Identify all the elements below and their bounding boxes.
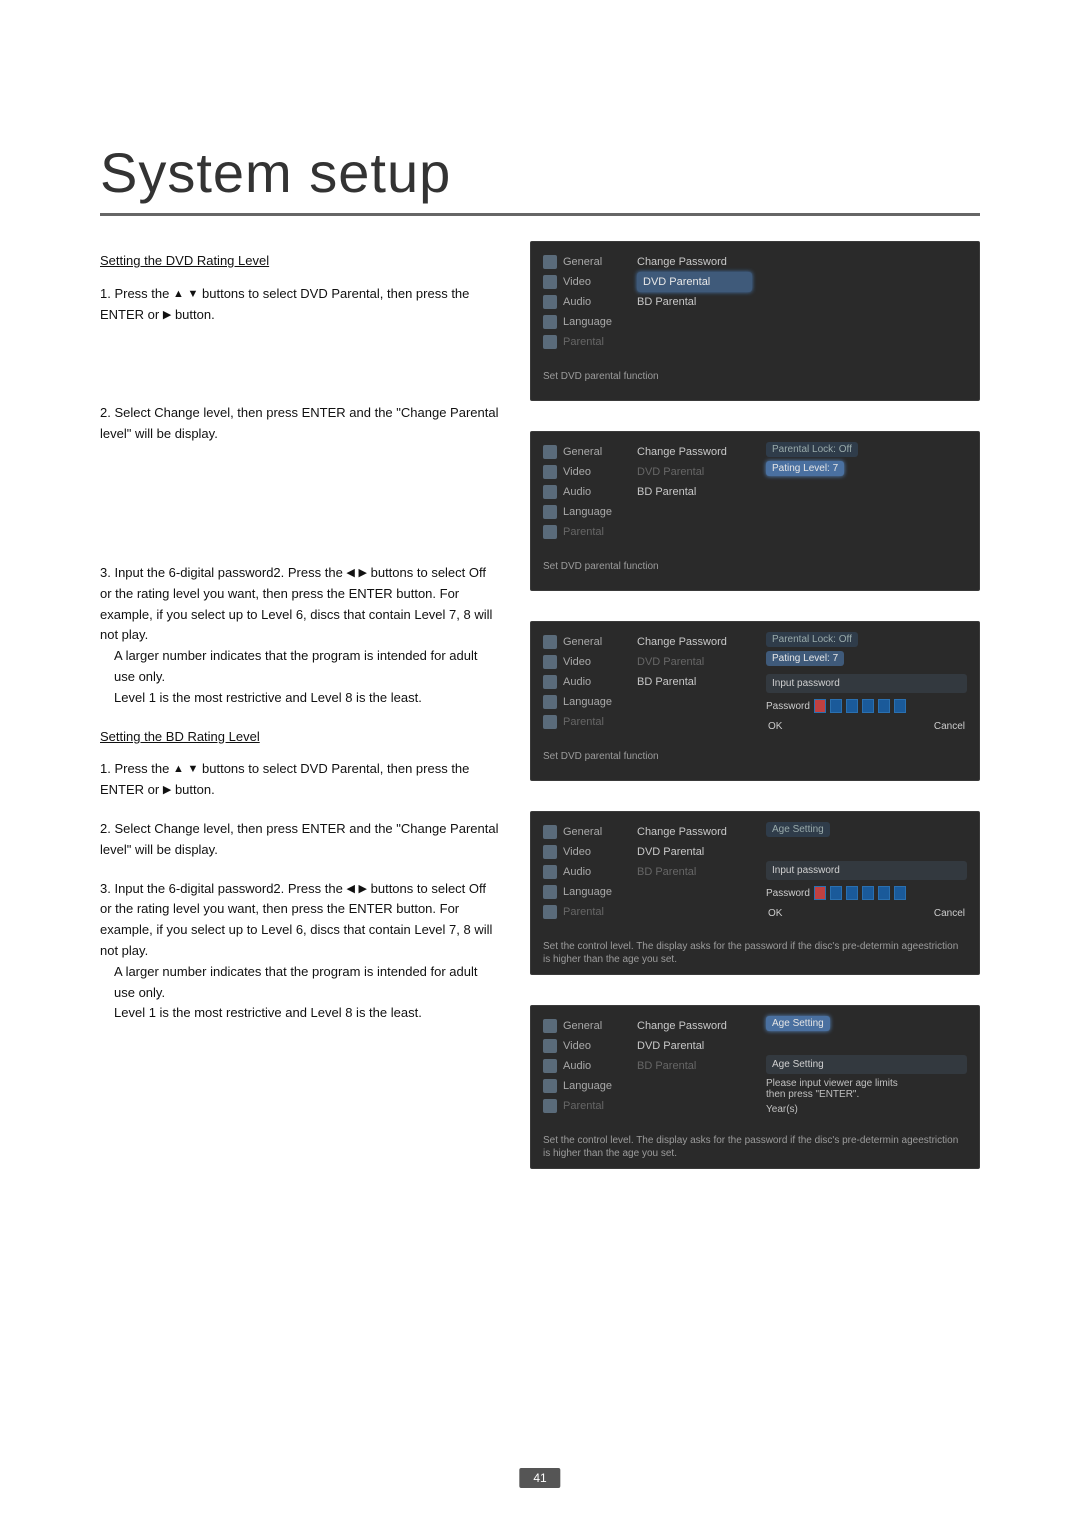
pw-cell[interactable] [830,699,842,713]
right-icon: ▶ [359,568,367,579]
language-icon [543,505,557,519]
pw-cell[interactable] [846,886,858,900]
content-columns: Setting the DVD Rating Level 1. Press th… [100,241,980,1169]
screenshot-column: General Video Audio Language Parental Ch… [530,241,980,1169]
cancel-button[interactable]: Cancel [932,908,967,919]
menu-bd-parental[interactable]: BD Parental [637,292,752,312]
general-icon [543,635,557,649]
menu-column: Change Password DVD Parental BD Parental [637,252,752,352]
pw-cell[interactable] [894,886,906,900]
dvd-step-1: 1. Press the ▲ ▼ buttons to select DVD P… [100,284,500,326]
parental-icon [543,1099,557,1113]
bd-step-2: 2. Select Change level, then press ENTER… [100,819,500,861]
title-rule [100,213,980,216]
parental-icon [543,905,557,919]
osd-panel-1: General Video Audio Language Parental Ch… [530,241,980,401]
language-icon [543,885,557,899]
menu-change-password[interactable]: Change Password [637,252,752,272]
pw-cell[interactable] [878,886,890,900]
left-icon: ◀ [346,568,354,579]
general-icon [543,255,557,269]
menu-dvd-parental[interactable]: DVD Parental [637,272,752,292]
osd-panel-2: General Video Audio Language Parental Ch… [530,431,980,591]
instruction-column: Setting the DVD Rating Level 1. Press th… [100,241,500,1169]
language-icon [543,315,557,329]
osd-panel-5: General Video Audio Language Parental Ch… [530,1005,980,1169]
right-icon: ▶ [163,785,171,796]
bd-step-1: 1. Press the ▲ ▼ buttons to select DVD P… [100,759,500,801]
general-icon [543,445,557,459]
right-icon: ▶ [163,310,171,321]
age-setting-pill[interactable]: Age Setting [766,1016,830,1031]
parental-icon [543,525,557,539]
video-icon [543,275,557,289]
audio-icon [543,485,557,499]
ok-button[interactable]: OK [766,721,784,732]
up-icon: ▲ [173,289,184,300]
cancel-button[interactable]: Cancel [932,721,967,732]
osd-panel-4: General Video Audio Language Parental Ch… [530,811,980,975]
dvd-step-3: 3. Input the 6-digital password2. Press … [100,563,500,709]
video-icon [543,1039,557,1053]
input-password-box: Input password [766,674,967,693]
up-icon: ▲ [173,764,184,775]
general-icon [543,825,557,839]
dvd-step-2: 2. Select Change level, then press ENTER… [100,403,500,445]
pw-cell[interactable] [830,886,842,900]
audio-icon [543,1059,557,1073]
general-icon [543,1019,557,1033]
video-icon [543,845,557,859]
down-icon: ▼ [188,764,199,775]
audio-icon [543,865,557,879]
pw-cell[interactable] [814,699,826,713]
parental-icon [543,715,557,729]
left-icon: ◀ [346,884,354,895]
pw-cell[interactable] [846,699,858,713]
pw-cell[interactable] [894,699,906,713]
language-icon [543,1079,557,1093]
video-icon [543,465,557,479]
bd-step-3: 3. Input the 6-digital password2. Press … [100,879,500,1025]
pw-cell[interactable] [862,699,874,713]
pw-cell[interactable] [814,886,826,900]
help-text: Set DVD parental function [543,370,967,383]
page-title: System setup [100,140,980,205]
down-icon: ▼ [188,289,199,300]
pw-cell[interactable] [862,886,874,900]
manual-page: System setup Setting the DVD Rating Leve… [0,0,1080,1528]
input-password-box: Input password [766,861,967,880]
page-number: 41 [519,1468,560,1488]
parental-icon [543,335,557,349]
audio-icon [543,675,557,689]
age-setting-box: Age Setting [766,1055,967,1074]
right-icon: ▶ [359,884,367,895]
video-icon [543,655,557,669]
ok-button[interactable]: OK [766,908,784,919]
age-setting-pill: Age Setting [766,822,830,837]
bd-heading: Setting the BD Rating Level [100,727,500,748]
dvd-heading: Setting the DVD Rating Level [100,251,500,272]
password-row[interactable]: Password [766,886,967,900]
osd-panel-3: General Video Audio Language Parental Ch… [530,621,980,781]
pw-cell[interactable] [878,699,890,713]
lock-off-pill[interactable]: Parental Lock: Off [766,442,858,457]
nav-column: General Video Audio Language Parental [543,252,623,352]
language-icon [543,695,557,709]
audio-icon [543,295,557,309]
password-row[interactable]: Password [766,699,967,713]
rating-level-pill[interactable]: Pating Level: 7 [766,461,844,476]
